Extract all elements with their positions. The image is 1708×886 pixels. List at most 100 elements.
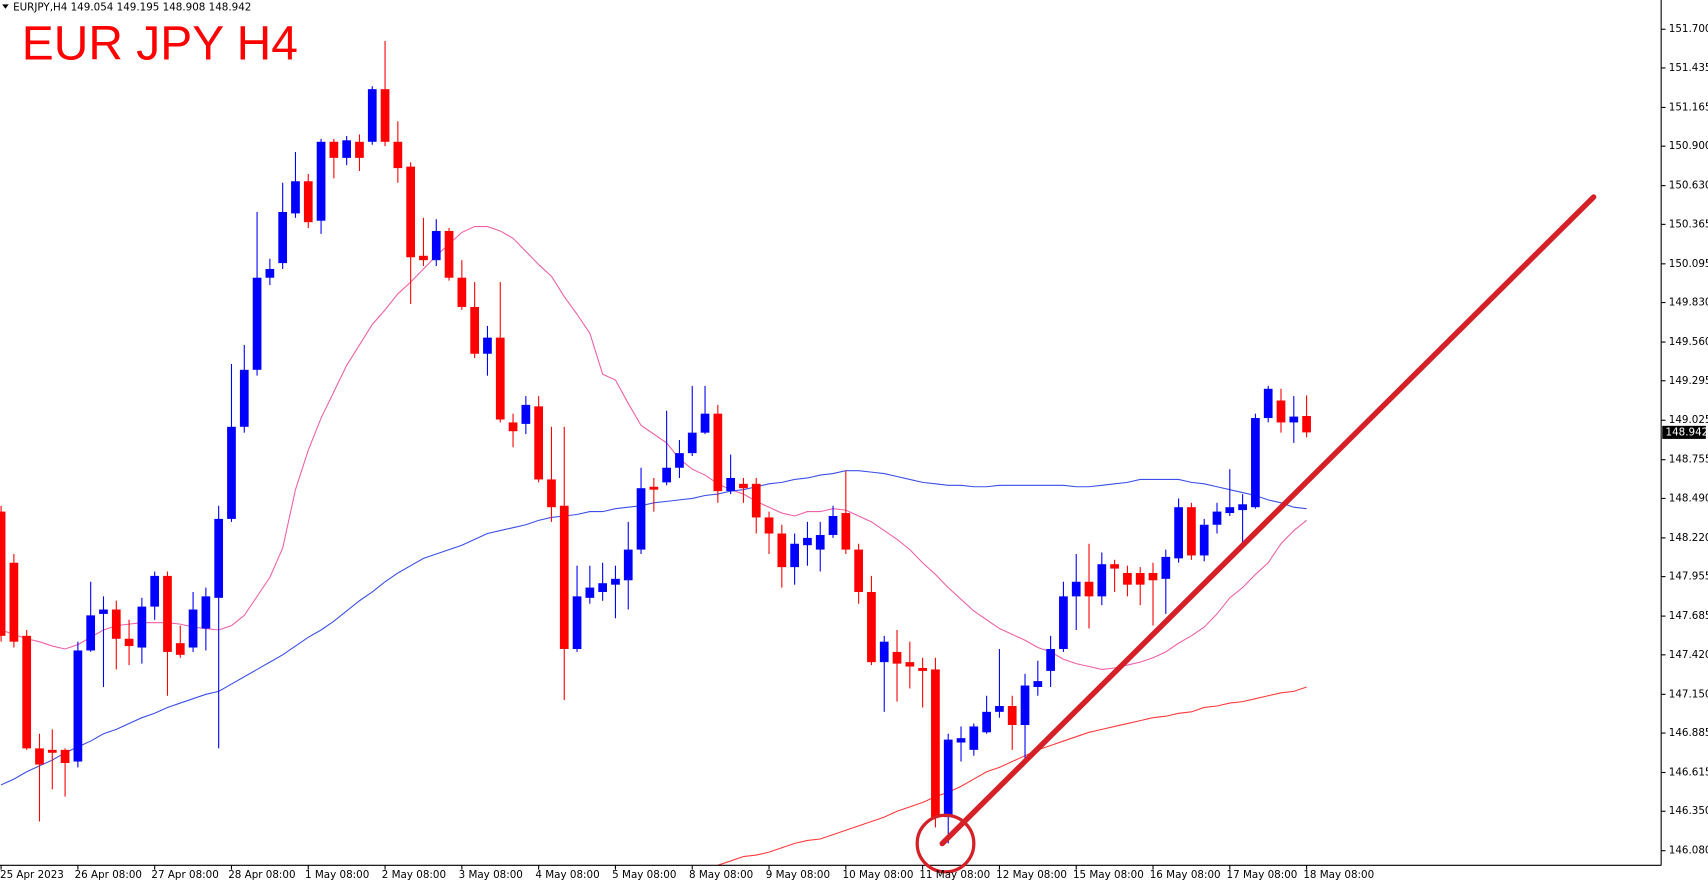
candle-body [495,337,505,420]
x-tick-label: 17 May 08:00 [1227,869,1298,881]
candle-body [751,483,761,518]
candle-body [291,181,300,214]
candle-body [1033,681,1043,687]
candle-body [764,517,774,534]
candle-body [623,549,633,581]
y-tick-label: 148.490 [1669,492,1708,504]
candle-body [1097,564,1107,597]
candle-body [892,651,902,664]
candle-body [380,89,390,142]
candle-body [457,277,467,307]
candle-body [227,426,236,519]
x-tick-label: 4 May 08:00 [535,869,599,881]
candle-body [956,738,966,743]
candle-body [355,141,364,158]
candle-body [649,486,659,490]
x-tick-label: 28 Apr 08:00 [228,869,295,881]
candle-body [1238,504,1247,511]
candle-body [687,432,697,454]
last-price-box [1662,425,1706,439]
candle-body [572,596,582,649]
candle-body [22,635,32,749]
y-tick-label: 146.885 [1669,727,1708,739]
y-tick-label: 151.435 [1669,62,1708,74]
y-tick-label: 148.755 [1669,454,1708,466]
candle-body [124,638,134,647]
candle-body [1174,507,1183,559]
candle-body [86,615,96,651]
y-tick-label: 146.080 [1669,845,1708,857]
candle-body [431,230,441,261]
x-tick-label: 15 May 08:00 [1073,869,1144,881]
candle-body [1110,564,1119,569]
candle-body [444,230,454,278]
candle-body [547,479,556,508]
candle-body [175,643,185,655]
candle-body [316,141,326,221]
candle-body [60,749,70,764]
y-tick-label: 147.420 [1669,649,1708,661]
candle-body [252,277,262,370]
y-tick-label: 147.685 [1669,610,1708,622]
candle-body [815,534,825,550]
y-tick-label: 148.220 [1669,532,1708,544]
candle-body [943,739,953,818]
candle-body [1212,511,1222,525]
candle-body [483,337,492,354]
candle-body [393,141,403,169]
candle-body [739,483,748,489]
y-tick-label: 149.025 [1669,414,1708,426]
candle-body [675,453,684,468]
candle-body [585,587,595,598]
y-tick-label: 147.955 [1669,571,1708,583]
y-tick-label: 149.295 [1669,375,1708,387]
candle-body [1187,507,1196,556]
candle-body [1007,705,1017,725]
x-tick-label: 3 May 08:00 [459,869,523,881]
low-highlight-circle [915,813,976,874]
candle-body [1148,572,1158,581]
candle-body [150,575,160,607]
candle-body [841,513,851,550]
candle-body [1161,556,1171,579]
x-tick-label: 2 May 08:00 [382,869,446,881]
candle-body [111,609,121,639]
candle-body [905,662,915,667]
x-tick-label: 1 May 08:00 [305,869,369,881]
candle-body [521,404,531,424]
y-tick-label: 150.365 [1669,218,1708,230]
y-tick-label: 149.830 [1669,297,1708,309]
x-tick-label: 5 May 08:00 [612,869,676,881]
candle-body [918,667,927,671]
candle-body [726,477,735,492]
candle-body [700,413,710,433]
candle-body [828,515,838,535]
candle-body [995,705,1004,712]
candle-body [35,748,44,765]
y-tick-label: 146.615 [1669,767,1708,779]
x-tick-label: 11 May 08:00 [919,869,990,881]
candle-body [1302,415,1311,433]
candle-body [931,669,940,818]
candle-body [419,255,428,261]
candle-body [188,609,198,648]
candle-body [867,591,876,663]
y-tick-label: 146.350 [1669,805,1708,817]
candle-body [662,467,671,483]
candle-body [0,511,6,636]
candle-body [803,537,812,546]
candle-body [1289,416,1299,423]
candle-body [559,505,569,649]
candle-body [303,181,313,223]
candle-body [99,609,108,614]
y-tick-label: 149.560 [1669,336,1708,348]
candle-body [214,518,224,598]
candle-body [47,749,57,753]
y-tick-label: 150.900 [1669,140,1708,152]
candle-body [1199,524,1209,556]
x-tick-label: 9 May 08:00 [766,869,830,881]
candle-body [1071,581,1081,597]
x-tick-label: 8 May 08:00 [689,869,753,881]
